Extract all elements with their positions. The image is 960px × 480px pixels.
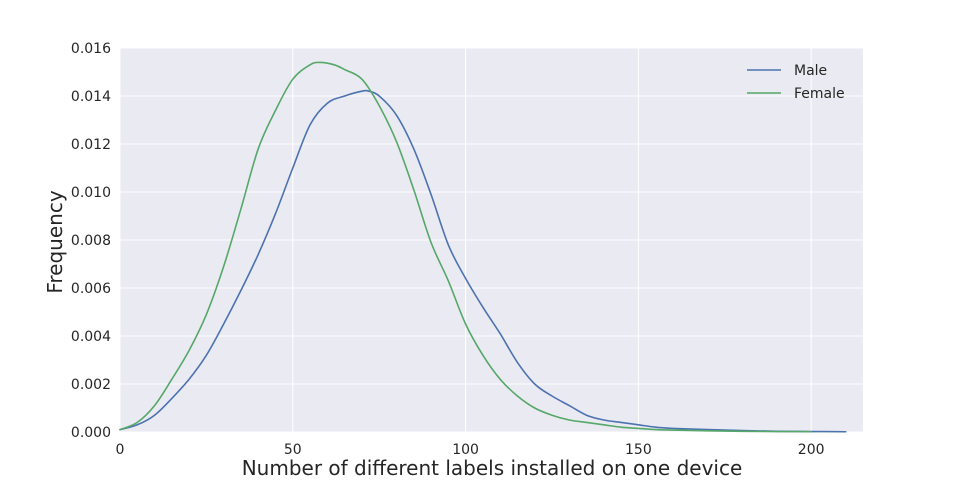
- grid-lines: [119, 47, 863, 433]
- y-tick-label: 0.012: [71, 137, 111, 153]
- series-layer: [119, 61, 847, 433]
- x-axis-ticks: 0 50 100 150 200: [116, 442, 825, 458]
- y-tick-label: 0.014: [71, 89, 111, 105]
- x-axis-label: Number of different labels installed on …: [242, 456, 743, 480]
- x-tick-label: 200: [798, 442, 825, 458]
- y-tick-label: 0.006: [71, 281, 111, 297]
- series-line-male: [119, 89, 847, 433]
- y-tick-label: 0.008: [71, 233, 111, 249]
- y-axis-ticks: 0.000 0.002 0.004 0.006 0.008 0.010 0.012 0.014…: [71, 41, 111, 441]
- x-tick-label: 100: [452, 442, 479, 458]
- y-tick-label: 0.016: [71, 41, 111, 57]
- x-tick-label: 50: [284, 442, 302, 458]
- series-line-female: [119, 61, 812, 433]
- y-tick-label: 0.004: [71, 329, 111, 345]
- x-tick-label: 150: [625, 442, 652, 458]
- x-tick-label: 0: [116, 442, 125, 458]
- legend-label-female: Female: [794, 86, 845, 102]
- y-axis-label: Frequency: [43, 190, 67, 293]
- legend-label-male: Male: [794, 63, 827, 79]
- y-tick-label: 0.010: [71, 185, 111, 201]
- y-tick-label: 0.000: [71, 425, 111, 441]
- y-tick-label: 0.002: [71, 377, 111, 393]
- legend: Male Female: [747, 63, 845, 102]
